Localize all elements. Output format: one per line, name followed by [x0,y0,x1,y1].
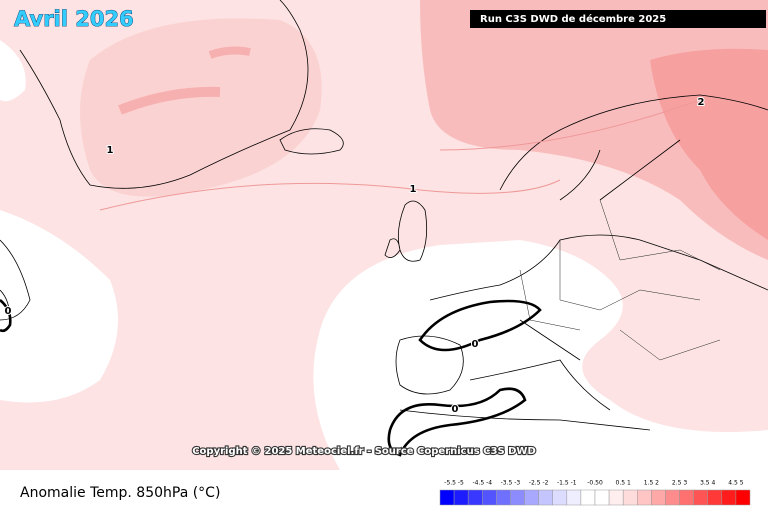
scale-label: -0.50 [587,480,603,487]
coastline [395,234,768,431]
color-swatch [510,489,525,506]
scale-label: -2.5 -2 [529,480,549,487]
contour [387,387,527,457]
map-title: Avril 2026 [14,7,134,31]
color-swatch [524,489,539,506]
anomaly-zone [0,210,118,403]
color-swatch [439,489,455,506]
anomaly-zone [0,40,26,102]
color-swatch [608,489,624,506]
color-swatch [622,489,638,506]
color-swatch [707,489,723,506]
color-swatch [552,489,568,506]
contour [0,299,12,333]
color-swatch [637,489,652,506]
contour-label: 2 [698,97,705,108]
scale-label: 0.5 1 [616,480,631,487]
color-swatch [538,489,553,506]
scale-label: -3.5 -3 [501,480,521,487]
run-box [470,10,766,28]
coastline [384,200,428,262]
scale-label: -5.5 -5 [444,480,464,487]
contour [99,99,701,211]
color-swatch [566,489,582,506]
color-swatch [453,489,469,506]
color-swatch [665,489,680,506]
color-swatch [496,489,511,506]
scale-label: -4.5 -4 [472,480,492,487]
variable-label: Anomalie Temp. 850hPa (°C) [20,485,220,501]
anomaly-zone [80,18,322,197]
run-label: Run C3S DWD de décembre 2025 [480,13,666,25]
border [519,199,721,361]
scale-label: 3.5 4 [700,480,715,487]
coastline [279,128,344,155]
color-swatch [651,489,666,506]
map: 1 1 2 0 0 0 [0,0,768,470]
color-swatch [482,489,497,506]
anomaly-zone [313,240,768,470]
copyright: Copyright © 2025 Meteociel.fr - Source C… [192,446,536,457]
color-swatch [735,489,751,506]
color-swatch [594,489,610,506]
scale-label: 2.5 3 [672,480,687,487]
coastline [19,0,309,189]
scale-label: -1.5 -1 [557,480,577,487]
color-swatch [693,489,708,506]
contour-label: 0 [5,306,12,317]
anomaly-zone [208,46,251,59]
contour [418,299,542,352]
contour-label: 1 [107,145,114,156]
contour-label: 1 [410,184,417,195]
scale-label: 1.5 2 [644,480,659,487]
anomaly-zone [118,86,221,115]
scale-label: 4.5 5 [728,480,743,487]
color-swatch [580,489,596,506]
color-swatch [467,489,483,506]
color-swatch [721,489,737,506]
contour-label: 0 [472,339,479,350]
contour-label: 0 [452,404,459,415]
color-scale: -5.5 -5 -4.5 -4 -3.5 -3 -2.5 -2 -1.5 -1 -0.50… [439,480,751,506]
color-swatch [679,489,694,506]
coastline [499,94,768,201]
